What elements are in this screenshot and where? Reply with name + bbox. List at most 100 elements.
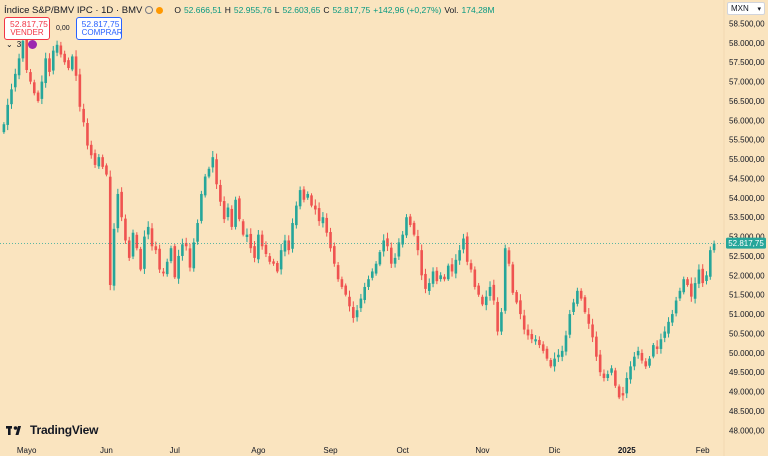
candle[interactable] [526,324,530,340]
candle[interactable] [333,242,336,267]
candle[interactable] [219,179,222,207]
candle[interactable] [173,244,177,280]
candle[interactable] [93,149,97,168]
candle[interactable] [29,68,32,85]
candle[interactable] [226,203,230,221]
candle[interactable] [644,358,648,369]
candle[interactable] [32,79,36,96]
candle[interactable] [458,244,461,265]
buy-button[interactable]: 52.817,75 COMPRAR [75,17,123,40]
candle[interactable] [44,52,47,88]
candle[interactable] [374,261,378,276]
candle[interactable] [530,329,534,344]
candle[interactable] [340,276,344,290]
candle[interactable] [78,68,82,112]
candle[interactable] [321,212,325,228]
candle[interactable] [435,267,439,285]
candle[interactable] [253,240,256,263]
candle[interactable] [181,238,184,261]
candle[interactable] [511,261,515,295]
candle[interactable] [260,230,264,250]
candle[interactable] [17,53,21,80]
candle[interactable] [674,296,678,317]
candle[interactable] [317,202,321,226]
sell-button[interactable]: 52.817,75 VENDER [4,17,50,40]
candle[interactable] [389,242,393,269]
candle[interactable] [439,272,442,282]
candle[interactable] [291,218,294,253]
candle[interactable] [169,245,173,264]
candle[interactable] [557,349,560,362]
candle[interactable] [257,230,260,264]
candle[interactable] [420,244,423,281]
candle[interactable] [481,294,484,307]
candle[interactable] [693,277,697,304]
candle[interactable] [606,370,610,382]
candle[interactable] [139,246,142,272]
candle[interactable] [443,274,446,282]
candle[interactable] [306,191,310,200]
candle[interactable] [150,223,154,251]
candle[interactable] [705,271,708,285]
candle[interactable] [116,188,120,233]
candle[interactable] [48,53,51,77]
candle[interactable] [302,186,306,203]
candle[interactable] [591,318,594,343]
candle[interactable] [401,231,404,248]
candle[interactable] [655,340,659,355]
candle[interactable] [553,352,556,372]
candle[interactable] [162,267,165,277]
candle[interactable] [203,173,207,198]
candle[interactable] [503,244,507,314]
candle[interactable] [507,247,511,267]
candle[interactable] [709,246,712,280]
candle[interactable] [519,294,522,320]
candle[interactable] [108,170,112,291]
tradingview-logo[interactable]: TradingView [6,423,98,437]
candle[interactable] [621,386,625,401]
candle[interactable] [13,68,17,92]
candle[interactable] [86,118,89,150]
candle[interactable] [454,254,458,279]
candle[interactable] [382,234,385,257]
candle[interactable] [287,235,291,255]
candle[interactable] [59,41,63,58]
indicators-toggle[interactable]: ⌄ 3 [6,40,38,49]
candle[interactable] [367,275,370,290]
candle[interactable] [469,259,473,273]
candle[interactable] [154,241,158,255]
candle[interactable] [477,282,480,297]
candle[interactable] [67,57,70,71]
candle[interactable] [245,228,249,243]
candle[interactable] [234,196,237,230]
candle[interactable] [587,308,591,329]
candle[interactable] [598,349,602,377]
candle[interactable] [576,287,579,307]
chevron-down-icon[interactable]: ⌄ [6,40,13,49]
candle[interactable] [363,282,366,304]
candle[interactable] [97,154,101,169]
candle[interactable] [135,232,139,251]
candle[interactable] [678,287,682,302]
candle[interactable] [614,367,617,388]
candle[interactable] [222,196,226,224]
candle[interactable] [127,236,131,261]
candle[interactable] [184,237,188,251]
candle[interactable] [545,346,549,361]
candle[interactable] [397,238,401,260]
candle[interactable] [602,369,606,382]
candle[interactable] [55,40,59,57]
candle[interactable] [378,249,382,267]
candle[interactable] [492,279,496,305]
candle[interactable] [473,266,477,290]
candle[interactable] [295,201,298,229]
candle[interactable] [158,244,161,273]
candle[interactable] [200,190,203,224]
candle[interactable] [534,335,537,345]
candle[interactable] [663,326,667,343]
candle[interactable] [238,195,241,222]
candle[interactable] [348,290,351,312]
candle[interactable] [82,103,85,127]
candle[interactable] [496,297,499,336]
